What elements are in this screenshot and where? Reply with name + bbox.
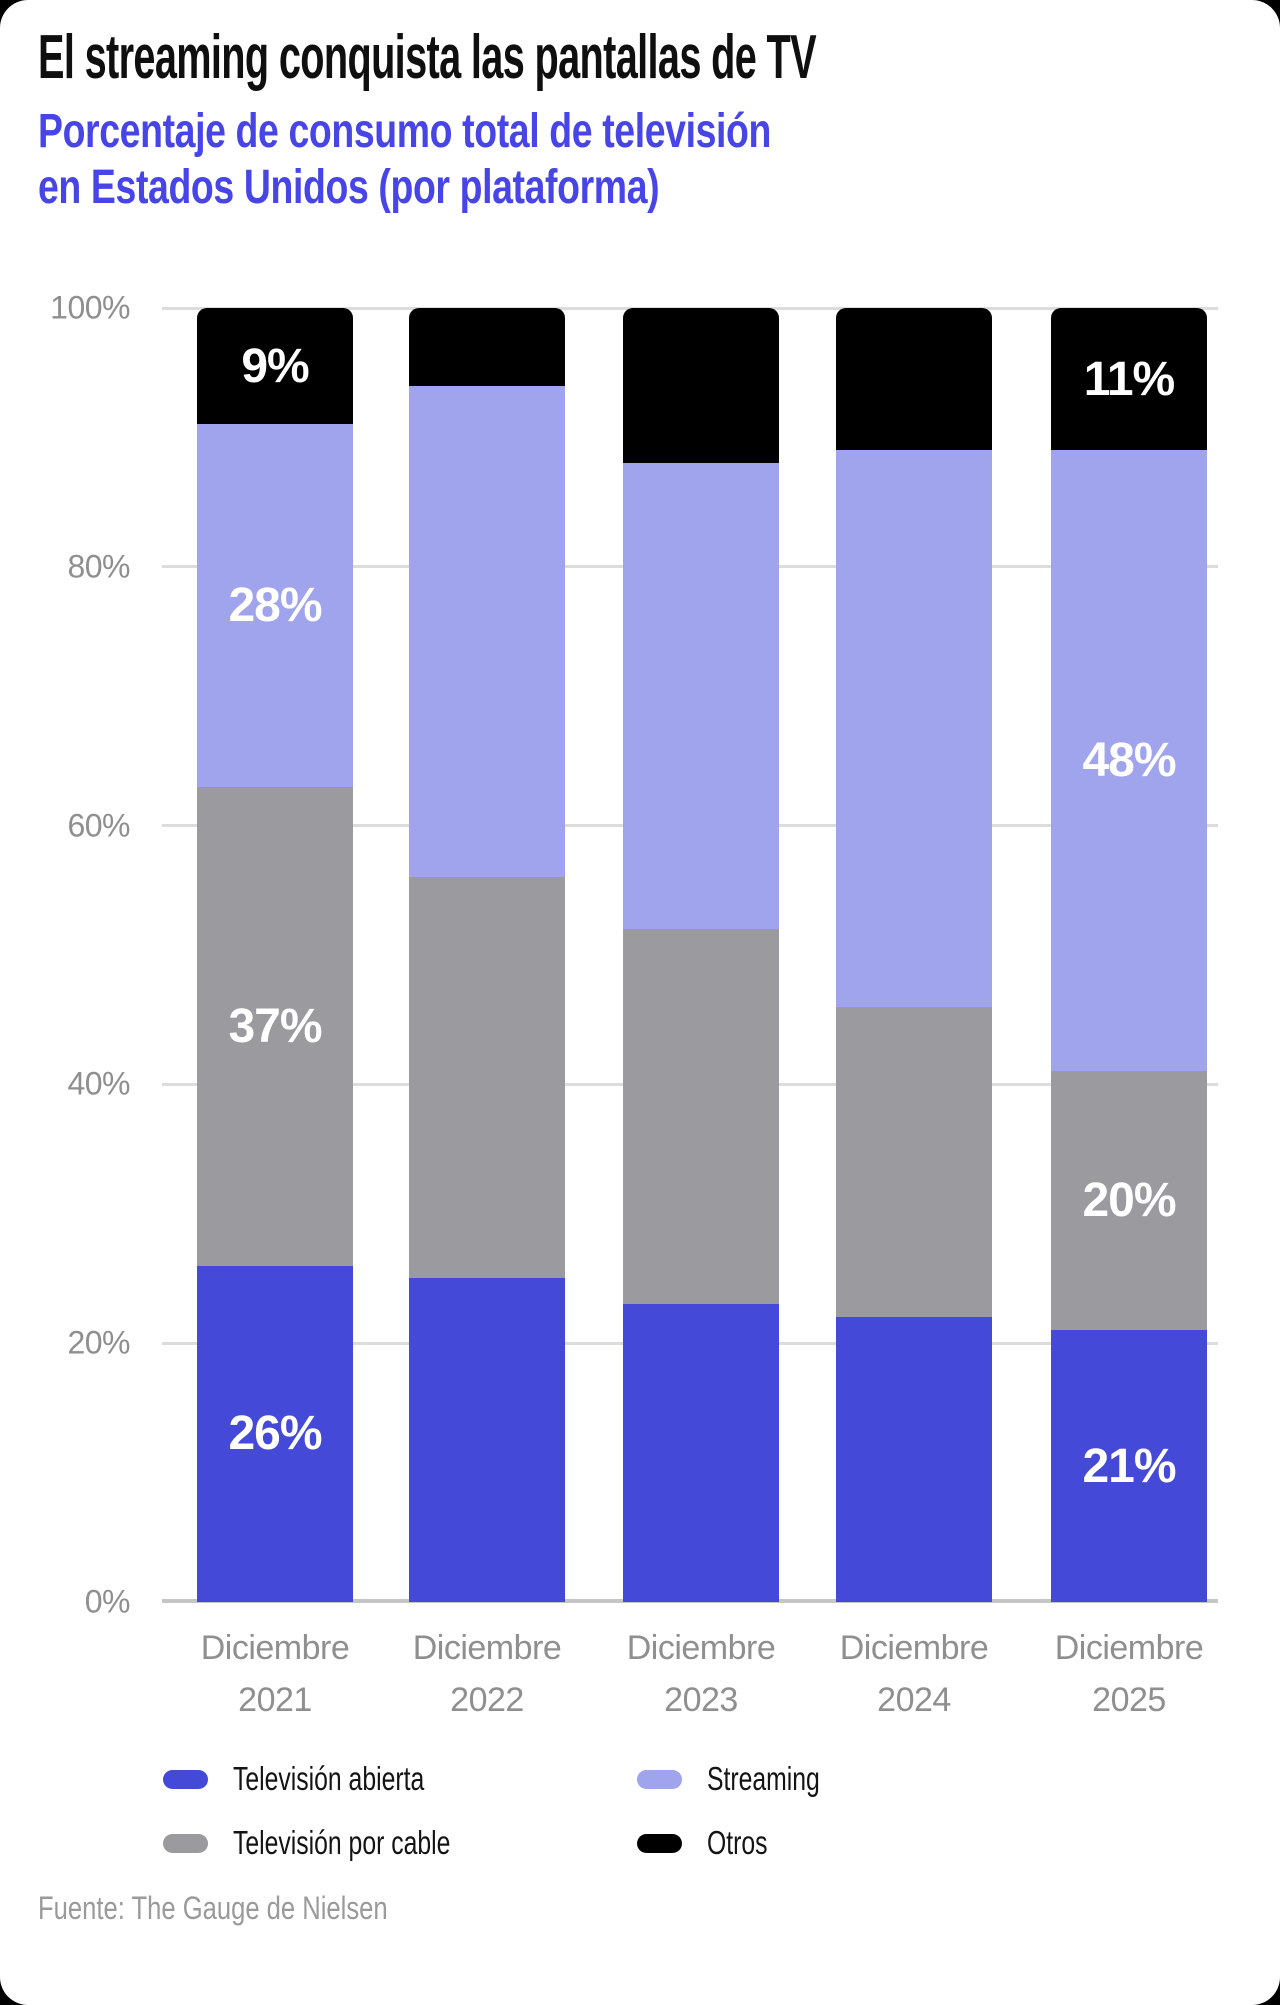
segment-streaming xyxy=(836,450,992,1007)
segment-television-abierta xyxy=(409,1278,565,1602)
x-label-line: 2025 xyxy=(1092,1681,1166,1719)
bar-value-label: 11% xyxy=(1083,352,1175,406)
plot-area: 0% 20% 40% 60% 80% 100% 9% 28% 37% 26% 11% 48% 20% 21… xyxy=(0,290,1280,1620)
segment-television-abierta xyxy=(836,1317,992,1602)
bar-value-label: 48% xyxy=(1082,734,1176,788)
y-tick-80-: 80% xyxy=(67,548,130,585)
segment-television-por-cable xyxy=(409,877,565,1279)
bar-diciembre-2023 xyxy=(623,308,779,1602)
y-tick-40-: 40% xyxy=(67,1065,130,1102)
chart-legend: Televisión abierta Streaming Televisión po… xyxy=(163,1760,857,1862)
segment-otros xyxy=(623,308,779,464)
x-label-line: Diciembre xyxy=(626,1629,776,1667)
segment-streaming xyxy=(623,463,779,930)
segment-television-por-cable: 37% xyxy=(197,786,353,1266)
legend-item-otros: Otros xyxy=(637,1824,857,1862)
x-label-line: Diciembre xyxy=(1054,1629,1204,1667)
x-label-diciembre-2023: Diciembre 2023 xyxy=(627,1622,776,1726)
legend-item-television-abierta: Televisión abierta xyxy=(163,1760,637,1798)
segment-otros xyxy=(409,308,565,386)
y-tick-60-: 60% xyxy=(67,807,130,844)
segment-television-abierta: 21% xyxy=(1051,1330,1207,1602)
bar-diciembre-2022 xyxy=(409,308,565,1602)
segment-television-abierta xyxy=(623,1304,779,1602)
bar-diciembre-2021: 9% 28% 37% 26% xyxy=(197,308,353,1602)
x-label-line: 2022 xyxy=(450,1681,524,1719)
segment-streaming: 28% xyxy=(197,424,353,787)
segment-television-por-cable: 20% xyxy=(1051,1071,1207,1331)
legend-swatch-otros xyxy=(637,1833,682,1853)
legend-label: Televisión por cable xyxy=(233,1824,451,1861)
bar-value-label: 28% xyxy=(228,579,322,633)
legend-swatch-television-abierta xyxy=(163,1769,208,1789)
x-label-line: 2023 xyxy=(664,1681,738,1719)
legend-label: Televisión abierta xyxy=(233,1760,425,1797)
segment-television-por-cable xyxy=(623,929,779,1305)
segment-otros: 11% xyxy=(1051,308,1207,451)
x-label-line: 2021 xyxy=(238,1681,312,1719)
bar-diciembre-2024 xyxy=(836,308,992,1602)
legend-item-television-por-cable: Televisión por cable xyxy=(163,1824,637,1862)
x-label-diciembre-2022: Diciembre 2022 xyxy=(413,1622,562,1726)
source-note: Fuente: The Gauge de Nielsen xyxy=(38,1890,388,1926)
page-title: El streaming conquista las pantallas de … xyxy=(38,23,817,92)
legend-item-streaming: Streaming xyxy=(637,1760,857,1798)
chart-subtitle-line2: en Estados Unidos (por plataforma) xyxy=(38,161,660,214)
segment-streaming xyxy=(409,385,565,878)
bar-diciembre-2025: 11% 48% 20% 21% xyxy=(1051,308,1207,1602)
x-label-diciembre-2021: Diciembre 2021 xyxy=(201,1622,350,1726)
bar-value-label: 9% xyxy=(241,339,309,393)
y-tick-100-: 100% xyxy=(50,289,130,326)
segment-television-por-cable xyxy=(836,1006,992,1318)
bar-value-label: 21% xyxy=(1082,1439,1176,1493)
x-label-diciembre-2024: Diciembre 2024 xyxy=(840,1622,989,1726)
y-tick-20-: 20% xyxy=(67,1324,130,1361)
legend-label: Otros xyxy=(707,1824,768,1861)
legend-swatch-streaming xyxy=(637,1769,682,1789)
y-tick-0-: 0% xyxy=(84,1583,131,1620)
segment-otros xyxy=(836,308,992,451)
legend-label: Streaming xyxy=(707,1760,820,1797)
segment-streaming: 48% xyxy=(1051,450,1207,1072)
x-label-line: Diciembre xyxy=(412,1629,562,1667)
bar-value-label: 26% xyxy=(228,1407,322,1461)
segment-otros: 9% xyxy=(197,308,353,425)
legend-swatch-television-por-cable xyxy=(163,1833,208,1853)
bar-value-label: 20% xyxy=(1082,1174,1176,1228)
x-label-line: Diciembre xyxy=(200,1629,350,1667)
x-label-line: 2024 xyxy=(877,1681,951,1719)
segment-television-abierta: 26% xyxy=(197,1265,353,1602)
chart-subtitle: Porcentaje de consumo total de televisió… xyxy=(38,104,771,216)
chart-subtitle-line1: Porcentaje de consumo total de televisió… xyxy=(38,105,771,158)
x-label-line: Diciembre xyxy=(839,1629,989,1667)
bar-value-label: 37% xyxy=(228,999,322,1053)
x-label-diciembre-2025: Diciembre 2025 xyxy=(1055,1622,1204,1726)
